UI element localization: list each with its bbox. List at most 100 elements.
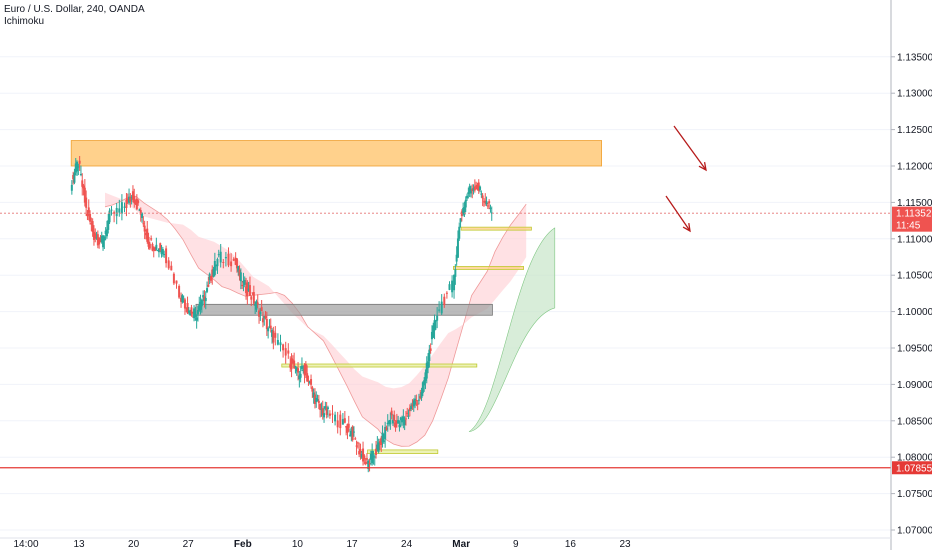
candle-body <box>467 192 470 194</box>
candle-body <box>248 285 251 296</box>
candle-body <box>206 288 209 292</box>
candle-body <box>311 387 314 392</box>
chart-legend: Euro / U.S. Dollar, 240, OANDA Ichimoku <box>4 4 145 28</box>
candle-body <box>79 173 82 175</box>
candle-body <box>265 318 268 329</box>
candle-body <box>139 210 142 215</box>
candle-body <box>130 196 133 198</box>
candle-body <box>397 420 400 424</box>
candle-body <box>72 175 75 180</box>
x-tick-label: 16 <box>565 539 577 550</box>
candle-body <box>268 326 271 328</box>
x-tick-label: Feb <box>234 539 252 550</box>
candle-body <box>196 309 199 315</box>
candle-body <box>455 254 458 262</box>
candle-body <box>269 325 272 329</box>
candle-body <box>165 248 168 264</box>
candle-body <box>356 442 359 444</box>
candle-body <box>352 431 355 433</box>
candle-body <box>445 292 448 294</box>
candle-body <box>451 280 454 293</box>
candle-body <box>360 453 363 458</box>
candle-body <box>463 207 466 215</box>
candle-body <box>454 269 457 277</box>
x-tick-label: 17 <box>346 539 358 550</box>
candle-body <box>271 329 274 337</box>
candle-body <box>419 396 422 399</box>
candle-body <box>148 243 151 249</box>
candle-body <box>346 424 349 433</box>
candle-body <box>104 230 107 235</box>
candle-body <box>224 256 227 259</box>
candle-body <box>182 301 185 303</box>
candle-body <box>386 422 389 425</box>
candle-body <box>336 420 339 428</box>
candle-body <box>120 202 123 214</box>
candle-body <box>388 420 391 424</box>
candle-body <box>194 311 197 317</box>
candle-body <box>115 207 118 217</box>
candle-body <box>424 372 427 381</box>
candle-body <box>323 413 326 418</box>
candle-body <box>284 348 287 356</box>
price-badge-text: 1.11352 <box>896 209 932 220</box>
candle-body <box>299 373 302 378</box>
x-tick-label: 9 <box>513 539 519 550</box>
y-tick-label: 1.13000 <box>897 89 932 100</box>
candle-body <box>490 212 493 214</box>
candle-body <box>159 243 162 251</box>
y-axis-panel <box>891 0 932 550</box>
candle-body <box>237 266 240 272</box>
candle-body <box>178 286 181 298</box>
symbol-title: Euro / U.S. Dollar, 240, OANDA <box>4 4 145 15</box>
candle-body <box>211 269 214 277</box>
candle-body <box>320 408 323 410</box>
y-tick-label: 1.10000 <box>897 307 932 318</box>
arrow-down-2 <box>665 195 691 232</box>
candle-body <box>287 350 290 354</box>
candle-body <box>267 328 270 332</box>
candle-body <box>187 310 190 313</box>
x-tick-label: 13 <box>73 539 85 550</box>
candle-body <box>302 369 305 371</box>
y-tick-label: 1.12500 <box>897 125 932 136</box>
candle-body <box>87 207 90 215</box>
candle-body <box>414 398 417 405</box>
candle-body <box>315 397 318 402</box>
candle-body <box>134 201 137 204</box>
candle-body <box>440 301 443 314</box>
candle-body <box>350 430 353 436</box>
candle-body <box>181 295 184 303</box>
arrow-down-1-head <box>698 162 707 172</box>
candle-body <box>479 186 482 190</box>
arrow-down-1 <box>673 125 707 171</box>
candle-body <box>92 231 95 240</box>
candle-body <box>78 160 81 164</box>
candle-body <box>393 414 396 421</box>
candle-body <box>477 182 480 191</box>
candle-body <box>466 195 469 199</box>
candle-body <box>390 410 393 416</box>
candle-body <box>74 163 77 173</box>
candle-body <box>378 441 381 443</box>
candle-body <box>123 206 126 208</box>
candle-body <box>372 456 375 458</box>
candle-body <box>141 213 144 219</box>
candle-body <box>415 400 418 402</box>
candle-body <box>489 207 492 209</box>
candle-body <box>77 166 80 168</box>
candle-body <box>102 235 105 248</box>
candle-body <box>113 212 116 214</box>
candle-body <box>252 292 255 304</box>
y-tick-label: 1.13500 <box>897 52 932 63</box>
candle-body <box>73 172 76 183</box>
candle-body <box>217 254 220 256</box>
candle-body <box>407 415 410 417</box>
candle-body <box>126 198 129 200</box>
candle-body <box>255 301 258 310</box>
candle-body <box>373 456 376 458</box>
candle-body <box>289 364 292 368</box>
candle-body <box>100 236 103 243</box>
